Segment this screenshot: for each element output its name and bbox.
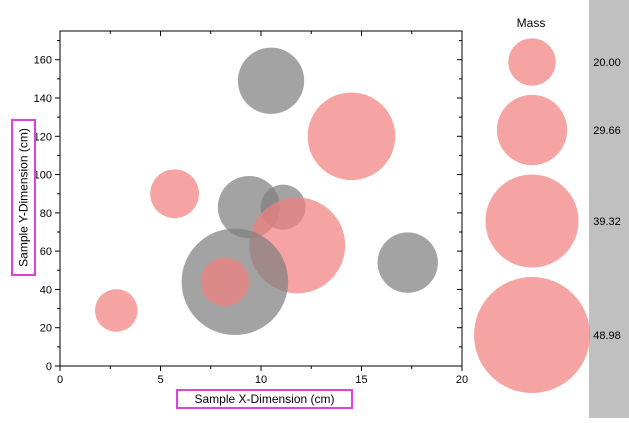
x-tick-label: 20 — [456, 374, 468, 386]
legend-bubble-4 — [474, 277, 590, 393]
legend-label-4: 48.98 — [593, 330, 621, 342]
x-tick-label: 15 — [355, 374, 367, 386]
legend-bubble-2 — [496, 94, 568, 166]
x-tick-label: 5 — [157, 374, 163, 386]
bubble-7 — [377, 232, 438, 293]
y-axis-title: Sample Y-Dimension (cm) — [17, 128, 31, 267]
y-tick-label: 80 — [40, 208, 52, 220]
y-tick-label: 100 — [34, 170, 52, 182]
y-tick-label: 120 — [34, 131, 52, 143]
legend-title: Mass — [517, 16, 546, 30]
bubble-10 — [94, 289, 138, 332]
y-tick-label: 140 — [34, 93, 52, 105]
legend-label-2: 29.66 — [593, 125, 621, 137]
y-tick-label: 60 — [40, 246, 52, 258]
bubble-9 — [200, 257, 250, 307]
bubble-2 — [307, 92, 396, 181]
x-tick-label: 10 — [255, 374, 267, 386]
y-tick-label: 160 — [34, 55, 52, 67]
legend-label-3: 39.32 — [593, 216, 621, 228]
legend-label-1: 20.00 — [593, 57, 621, 69]
legend-bubble-3 — [485, 174, 579, 268]
y-tick-label: 40 — [40, 284, 52, 296]
y-tick-label: 0 — [46, 361, 52, 373]
x-axis-title-box — [176, 389, 353, 409]
legend-panel — [589, 0, 629, 418]
y-axis-title-box — [11, 119, 36, 276]
bubble-3 — [150, 169, 199, 219]
x-tick-label: 0 — [57, 374, 63, 386]
bubble-1 — [237, 47, 305, 114]
y-tick-label: 20 — [40, 323, 52, 335]
x-axis-title: Sample X-Dimension (cm) — [194, 392, 334, 406]
legend-bubble-1 — [508, 38, 556, 86]
